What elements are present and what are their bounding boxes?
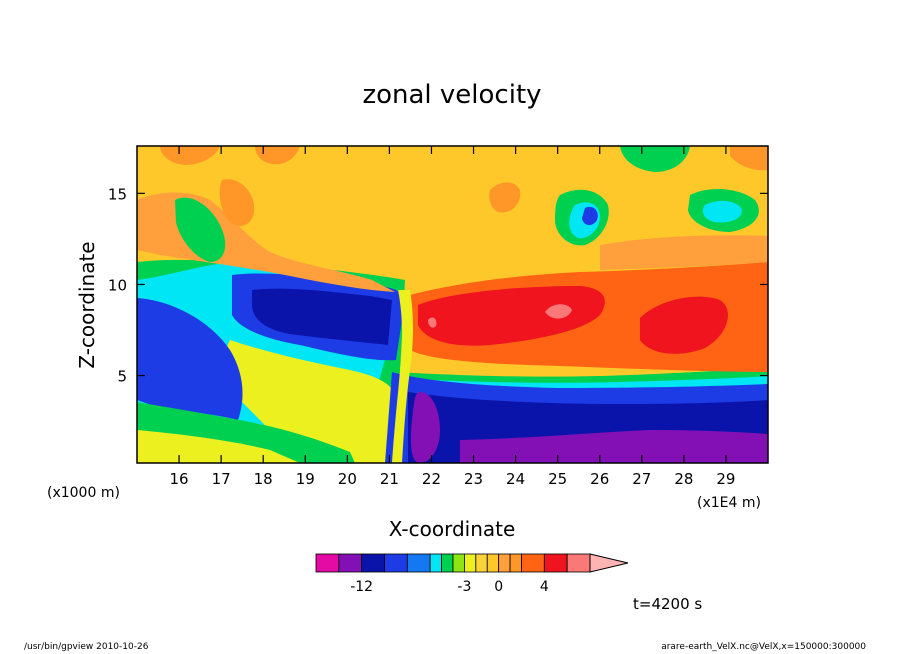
band-upper-orange-2 — [219, 179, 255, 226]
band-upper-green-left — [175, 197, 226, 262]
band-lower-left-yellow — [224, 340, 398, 463]
colorbar-bin — [406, 553, 431, 573]
x-tick-label: 22 — [422, 470, 441, 488]
x-tick-label: 29 — [716, 470, 735, 488]
x-tick-label: 21 — [380, 470, 399, 488]
x-tick-label: 19 — [296, 470, 315, 488]
band-upper-green-top — [620, 146, 690, 172]
footer-source: arare-earth_VelX.nc@VelX,x=150000:300000 — [661, 642, 866, 652]
y-tick-label: 5 — [117, 368, 127, 386]
colorbar-bin — [361, 553, 385, 573]
band-upper-right-red — [418, 286, 605, 346]
colorbar-bin — [486, 553, 500, 573]
band-upper-right-pink — [545, 304, 572, 319]
band-lower-right-purple — [460, 430, 768, 463]
colorbar-bin — [384, 553, 408, 573]
band-upper-orange-6 — [489, 182, 521, 213]
band-upper-right-red-2 — [640, 296, 728, 354]
x-axis-label: X-coordinate — [389, 517, 516, 541]
band-lower-left-blue-1 — [137, 298, 243, 420]
band-upper-right-pink-2 — [428, 317, 437, 328]
band-upper-blue — [582, 206, 598, 226]
x-tick-label: 28 — [674, 470, 693, 488]
x-tick-label: 18 — [254, 470, 273, 488]
x-tick-label: 17 — [212, 470, 231, 488]
colorbar-tick-label: 0 — [494, 579, 503, 595]
x-tick-label: 20 — [338, 470, 357, 488]
colorbar-bin — [566, 553, 591, 573]
colorbar-bin — [338, 553, 363, 573]
band-upper-orange-5 — [730, 146, 768, 171]
colorbar-bin — [315, 553, 340, 573]
colorbar-tick-label: -12 — [350, 579, 373, 595]
colorbar-arrow — [589, 553, 629, 573]
band-lower-left-darkblue — [252, 288, 392, 345]
band-upper-orange-3 — [160, 146, 220, 165]
band-upper-orange-4 — [255, 146, 300, 165]
front-yellow — [392, 290, 413, 463]
x-tick-label: 27 — [632, 470, 651, 488]
plot-frame — [136, 145, 769, 464]
x-tick-label: 16 — [170, 470, 189, 488]
colorbar-tick-label: -3 — [457, 579, 471, 595]
colorbar-bin — [429, 553, 442, 573]
chart-title: zonal velocity — [362, 80, 541, 110]
y-tick-label: 15 — [108, 185, 127, 203]
x-unit-left: (x1000 m) — [47, 485, 120, 501]
colorbar-bin — [521, 553, 545, 573]
x-tick-label: 23 — [464, 470, 483, 488]
x-tick-label: 26 — [590, 470, 609, 488]
y-tick-label: 10 — [108, 276, 127, 294]
colorbar-bin — [543, 553, 568, 573]
x-tick-label: 25 — [548, 470, 567, 488]
y-axis: 5 10 15 — [108, 185, 768, 386]
footer-program: /usr/bin/gpview 2010-10-26 — [24, 642, 149, 652]
velocity-field — [137, 146, 768, 463]
band-lower-left-yellow-2 — [137, 430, 300, 463]
colorbar-bin — [452, 553, 465, 573]
colorbar-tick-label: 4 — [540, 579, 549, 595]
colorbar-labels: -12 -3 0 4 — [350, 579, 549, 595]
colorbar-bin — [464, 553, 477, 573]
x-unit-right: (x1E4 m) — [697, 495, 761, 511]
colorbar-bin — [441, 553, 454, 573]
band-purple-plume — [410, 392, 440, 463]
time-label: t=4200 s — [633, 595, 702, 613]
colorbar-bin — [498, 553, 511, 573]
y-axis-label: Z-coordinate — [75, 241, 99, 368]
x-axis: 16 17 18 19 20 21 22 23 24 25 26 27 28 29 — [170, 146, 735, 488]
x-tick-label: 24 — [506, 470, 525, 488]
band-upper-cyan-2 — [702, 200, 742, 223]
colorbar-bin — [509, 553, 522, 573]
colorbar — [315, 553, 629, 573]
colorbar-bin — [475, 553, 488, 573]
band-right-orange-mid — [600, 235, 768, 270]
